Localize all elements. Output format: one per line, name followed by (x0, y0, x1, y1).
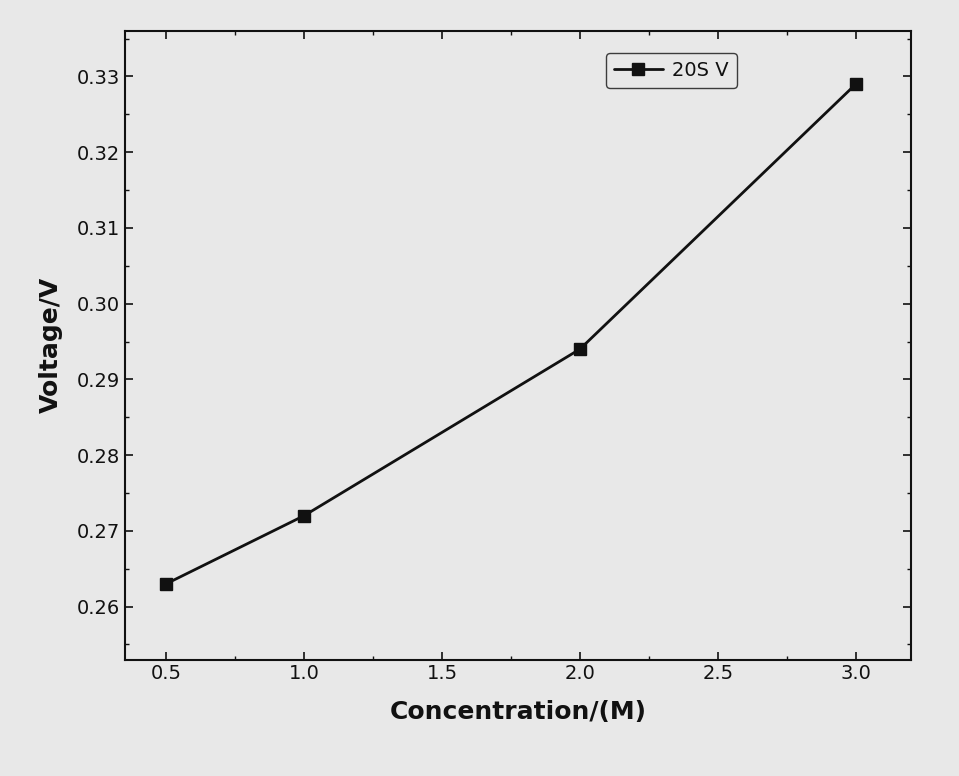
Y-axis label: Voltage/V: Voltage/V (38, 277, 62, 414)
20S V (850, 79, 861, 88)
20S V (574, 345, 586, 354)
20S V (160, 579, 172, 588)
X-axis label: Concentration/(M): Concentration/(M) (389, 700, 646, 724)
Legend: 20S V: 20S V (606, 54, 737, 88)
20S V (298, 511, 310, 521)
Line: 20S V: 20S V (160, 78, 861, 590)
